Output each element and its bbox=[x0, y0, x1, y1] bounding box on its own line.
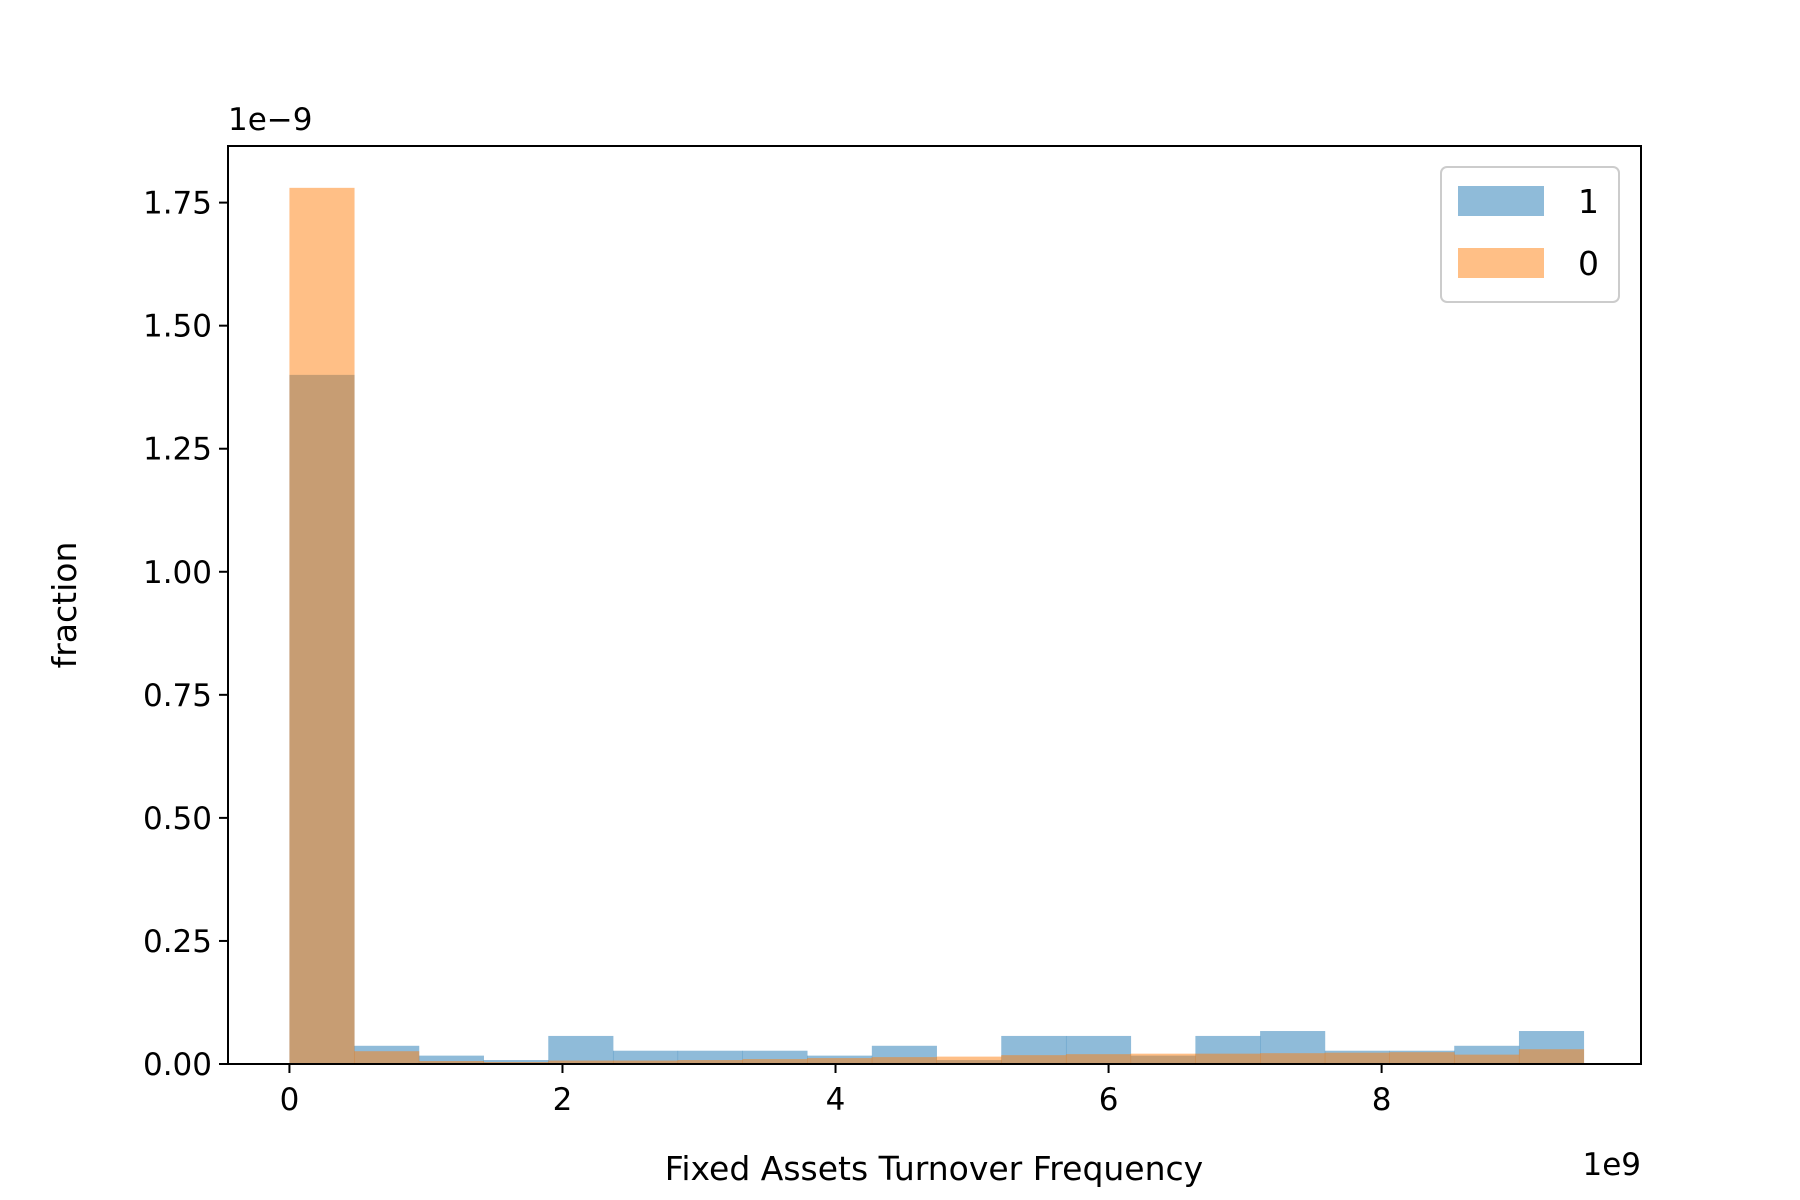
legend: 1 0 bbox=[1440, 166, 1620, 303]
bar-series-0-bin-18 bbox=[1454, 1054, 1520, 1064]
axes-frame bbox=[227, 145, 1642, 1065]
bar-series-1-bin-4 bbox=[548, 1035, 614, 1064]
y-axis-label: fraction bbox=[45, 542, 84, 669]
bar-series-0-bin-2 bbox=[418, 1061, 484, 1064]
y-tick-label: 0.00 bbox=[143, 1047, 212, 1083]
bar-series-0-bin-0 bbox=[289, 187, 355, 1065]
bar-series-0-bin-11 bbox=[1001, 1055, 1067, 1064]
x-tick-label: 2 bbox=[553, 1082, 573, 1118]
legend-swatch-series-1 bbox=[1458, 186, 1544, 216]
bar-series-1-bin-2 bbox=[418, 1055, 484, 1064]
y-offset-label: 1e−9 bbox=[228, 102, 313, 138]
x-axis-label: Fixed Assets Turnover Frequency bbox=[665, 1149, 1203, 1188]
y-tick-label: 0.25 bbox=[143, 924, 212, 960]
bar-series-0-bin-17 bbox=[1389, 1052, 1455, 1064]
legend-label-series-0: 0 bbox=[1578, 244, 1599, 283]
y-tick-label: 0.75 bbox=[143, 678, 212, 714]
bar-series-0-bin-19 bbox=[1518, 1049, 1585, 1064]
bar-series-0-bin-16 bbox=[1324, 1052, 1390, 1064]
y-tick-label: 1.75 bbox=[143, 186, 212, 222]
y-tick-label: 1.25 bbox=[143, 432, 212, 468]
y-tick-label: 1.50 bbox=[143, 309, 212, 345]
x-offset-label: 1e9 bbox=[1582, 1147, 1641, 1183]
x-axis-ticks: 0 2 4 6 8 bbox=[280, 1064, 1392, 1118]
bar-series-0-bin-5 bbox=[612, 1060, 679, 1064]
bar-series-0-bin-7 bbox=[742, 1059, 808, 1064]
bars-layer bbox=[289, 187, 1585, 1065]
bar-series-0-bin-10 bbox=[936, 1056, 1002, 1064]
legend-swatch-series-0 bbox=[1458, 248, 1544, 278]
bar-series-0-bin-14 bbox=[1195, 1053, 1261, 1064]
bar-series-0-bin-15 bbox=[1260, 1053, 1326, 1064]
bar-series-0-bin-1 bbox=[354, 1051, 420, 1064]
bar-series-0-bin-12 bbox=[1065, 1054, 1132, 1064]
bar-series-0-bin-8 bbox=[807, 1058, 873, 1064]
y-axis-ticks: 0.00 0.25 0.50 0.75 1.00 1.25 1.50 1.75 bbox=[143, 186, 228, 1083]
y-tick-label: 1.00 bbox=[143, 555, 212, 591]
bar-series-0-bin-13 bbox=[1130, 1053, 1196, 1064]
x-tick-label: 0 bbox=[280, 1082, 300, 1118]
legend-label-series-1: 1 bbox=[1578, 182, 1599, 221]
bar-series-0-bin-6 bbox=[677, 1060, 743, 1064]
y-tick-label: 0.50 bbox=[143, 801, 212, 837]
x-tick-label: 6 bbox=[1099, 1082, 1119, 1118]
bar-series-0-bin-9 bbox=[871, 1057, 937, 1064]
x-tick-label: 8 bbox=[1372, 1082, 1392, 1118]
bar-series-0-bin-4 bbox=[548, 1060, 614, 1064]
x-tick-label: 4 bbox=[826, 1082, 846, 1118]
plot-area: 0 2 4 6 8 0.00 0.25 0.50 0.75 1.00 1.25 1.50 1.75 bbox=[143, 145, 1642, 1118]
